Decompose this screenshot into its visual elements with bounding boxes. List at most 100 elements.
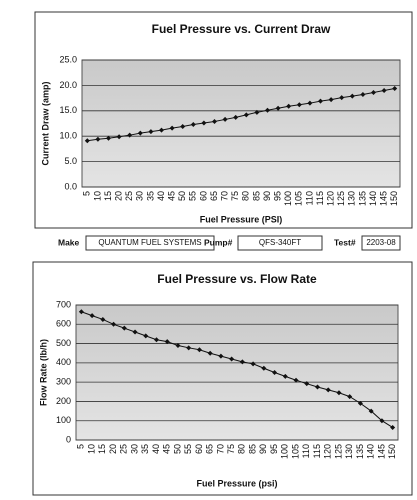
x-tick-label: 145 (376, 444, 386, 459)
data-point (371, 90, 376, 96)
data-point (296, 102, 302, 108)
x-tick-label: 115 (312, 444, 322, 458)
x-tick-label: 5 (82, 191, 92, 196)
data-point (272, 370, 278, 375)
x-tick-label: 85 (251, 191, 261, 201)
data-point (222, 116, 228, 122)
x-tick-label: 110 (301, 444, 311, 458)
x-tick-label: 150 (387, 444, 397, 459)
x-tick-label: 145 (378, 191, 388, 206)
x-tick-label: 100 (283, 191, 293, 206)
data-point (261, 365, 267, 371)
x-tick-label: 60 (198, 191, 208, 201)
data-point (164, 339, 170, 345)
x-tick-label: 10 (86, 444, 96, 454)
data-point (143, 333, 149, 339)
x-tick-label: 75 (230, 191, 240, 201)
y-tick-label: 10.0 (59, 131, 77, 141)
data-point (201, 120, 207, 126)
data-point (100, 316, 106, 322)
x-tick-label: 20 (108, 444, 118, 454)
data-point (207, 350, 213, 356)
data-point (84, 138, 90, 144)
x-tick-label: 120 (325, 191, 335, 206)
data-point (159, 127, 164, 133)
data-point (275, 105, 281, 111)
x-tick-label: 15 (97, 444, 107, 454)
x-tick-label: 85 (247, 444, 257, 454)
y-axis-title: Current Draw (amp) (40, 81, 50, 165)
data-point (318, 98, 323, 104)
x-tick-label: 50 (172, 444, 182, 454)
x-tick-label: 95 (272, 191, 282, 201)
data-point (390, 424, 396, 430)
data-point (132, 329, 138, 335)
data-point (368, 408, 374, 414)
x-tick-label: 150 (389, 191, 399, 206)
data-point (336, 390, 342, 396)
x-tick-label: 130 (344, 444, 354, 459)
x-tick-label: 20 (113, 191, 123, 201)
x-tick-label: 120 (323, 444, 333, 459)
x-tick-label: 5 (76, 444, 86, 449)
x-tick-label: 50 (177, 191, 187, 201)
data-point (111, 321, 117, 327)
data-point (250, 361, 256, 367)
y-tick-label: 20.0 (59, 80, 77, 90)
form-row: Make QUANTUM FUEL SYSTEMS Pump# QFS-340F… (58, 235, 401, 251)
data-point (127, 132, 133, 138)
chart-title: Fuel Pressure vs. Current Draw (152, 22, 331, 36)
field-box (237, 235, 323, 251)
data-point (233, 114, 239, 120)
data-point (78, 309, 84, 315)
data-point (89, 313, 95, 319)
data-point (212, 118, 217, 124)
y-tick-label: 700 (56, 299, 71, 309)
data-point (180, 124, 186, 130)
x-tick-label: 55 (188, 191, 198, 201)
data-point (307, 100, 313, 106)
field-box (85, 235, 215, 251)
y-tick-label: 300 (56, 377, 71, 387)
x-tick-label: 115 (315, 191, 325, 205)
y-axis-title: Flow Rate (lb/h) (38, 339, 48, 406)
x-tick-label: 90 (258, 444, 268, 454)
data-point (190, 122, 196, 128)
x-tick-label: 10 (92, 191, 102, 201)
pump-label: Pump# (204, 237, 233, 247)
x-tick-label: 45 (166, 191, 176, 201)
y-tick-label: 600 (56, 319, 71, 329)
make-label: Make (58, 237, 80, 247)
x-tick-label: 40 (151, 444, 161, 454)
pump-value: QFS-340FT (259, 238, 301, 247)
data-point (339, 95, 345, 101)
data-point (349, 93, 355, 99)
x-tick-label: 135 (357, 191, 367, 206)
data-point (347, 394, 353, 400)
x-tick-label: 65 (209, 191, 219, 201)
x-tick-label: 130 (347, 191, 357, 206)
data-point (381, 87, 387, 93)
x-tick-label: 70 (219, 191, 229, 201)
data-point (265, 107, 270, 113)
x-tick-label: 65 (205, 444, 215, 454)
data-point (293, 377, 299, 383)
data-point (254, 109, 260, 115)
x-tick-label: 35 (145, 191, 155, 201)
data-point (325, 387, 331, 393)
x-tick-label: 95 (269, 444, 279, 454)
x-tick-label: 90 (262, 191, 272, 201)
y-tick-label: 5.0 (64, 156, 77, 166)
y-tick-label: 200 (56, 396, 71, 406)
data-point (186, 345, 192, 351)
y-tick-label: 400 (56, 357, 71, 367)
x-tick-label: 100 (280, 444, 290, 459)
x-tick-label: 70 (215, 444, 225, 454)
data-point (95, 136, 101, 142)
make-value: QUANTUM FUEL SYSTEMS (98, 238, 201, 247)
data-point (239, 359, 245, 365)
y-tick-label: 25.0 (59, 54, 77, 64)
data-point (243, 112, 249, 118)
data-point (357, 400, 363, 406)
data-point (196, 347, 202, 353)
